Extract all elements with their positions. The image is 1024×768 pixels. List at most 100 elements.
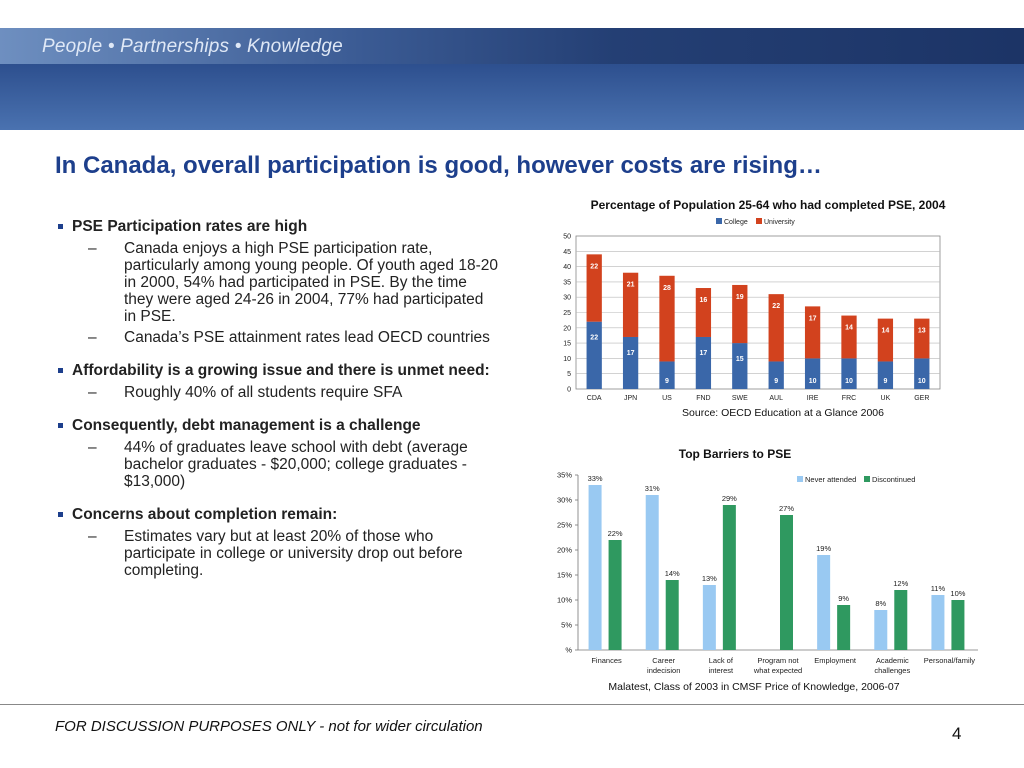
sub-bullet-item: – Canada’s PSE attainment rates lead OECD… [58,329,498,346]
bar [608,540,622,650]
sub-bullet-item: – Estimates vary but at least 20% of thos… [58,528,498,579]
legend-label: University [764,219,795,226]
y-tick-label: 25% [557,521,572,530]
header-banner: People • Partnerships • Knowledge [0,28,1024,130]
data-label: 8% [875,599,886,608]
bar [702,585,716,650]
data-label: 13 [918,328,926,335]
data-label: 12% [893,579,908,588]
chart-title: Percentage of Population 25-64 who had c… [591,198,946,212]
legend-swatch [716,218,722,224]
y-tick-label: 25 [563,310,571,317]
data-label: 22 [590,263,598,270]
y-tick-label: % [565,646,572,655]
bar-segment [586,254,602,322]
data-label: 13% [702,574,717,583]
y-tick-label: 50 [563,234,571,241]
dash-bullet-icon: – [88,329,97,346]
bar [645,495,659,650]
data-label: 14 [882,328,890,335]
chart-title: Top Barriers to PSE [679,447,791,461]
square-bullet-icon [58,224,63,229]
data-label: 10 [918,378,926,385]
bullet-text: Concerns about completion remain: [72,506,338,523]
bullet-group: PSE Participation rates are high – Canada… [58,218,498,346]
bullet-group: Consequently, debt management is a chall… [58,417,498,490]
x-tick-label: AUL [769,395,783,402]
data-label: 16 [700,297,708,304]
dash-bullet-icon: – [88,240,97,257]
x-tick-label: challenges [874,666,910,675]
bar-segment [914,358,930,389]
footer-divider [0,704,1024,705]
data-label: 11% [931,584,946,593]
dash-bullet-icon: – [88,439,97,456]
sub-bullet-text: Canada’s PSE attainment rates lead OECD … [124,329,490,346]
data-label: 9 [883,378,887,385]
legend-swatch [756,218,762,224]
x-tick-label: SWE [732,395,748,402]
x-tick-label: Program not [757,656,799,665]
data-label: 14 [845,325,853,332]
data-label: 33% [588,474,603,483]
bullet-text: Consequently, debt management is a chall… [72,417,421,434]
bar [874,610,888,650]
sub-bullet-text: Canada enjoys a high PSE participation r… [124,240,498,325]
y-tick-label: 30% [557,496,572,505]
chart-source: Malatest, Class of 2003 in CMSF Price of… [608,681,899,693]
y-tick-label: 15 [563,341,571,348]
bar-segment [659,361,675,389]
y-tick-label: 5% [561,621,572,630]
y-tick-label: 0 [567,387,571,394]
x-tick-label: US [662,395,672,402]
bar-segment [622,272,639,337]
data-label: 29% [722,494,737,503]
page-number: 4 [952,724,962,743]
sub-bullet-text: Roughly 40% of all students require SFA [124,384,403,401]
data-label: 9 [665,378,669,385]
bullet-group: Affordability is a growing issue and the… [58,362,498,401]
x-tick-label: FRC [842,395,856,402]
bar [817,555,831,650]
data-label: 10 [845,378,853,385]
data-label: 10 [809,378,817,385]
bar-segment [768,294,784,362]
bar [894,590,908,650]
data-label: 17 [809,315,817,322]
data-label: 9% [838,594,849,603]
bar-segment [804,358,821,389]
bar-segment [877,318,894,362]
x-tick-label: Personal/family [924,656,976,665]
x-tick-label: what expected [753,666,802,675]
data-label: 15 [736,356,744,363]
x-tick-label: Career [652,656,675,665]
bullet-group: Concerns about completion remain: – Estim… [58,506,498,579]
bar [588,485,602,650]
sub-bullet-item: – 44% of graduates leave school with debt… [58,439,498,490]
sub-bullet-item: – Roughly 40% of all students require SFA [58,384,498,401]
x-tick-label: JPN [624,395,637,402]
header-tagline: People • Partnerships • Knowledge [42,36,343,57]
bar [722,505,736,650]
data-label: 22% [608,529,623,538]
data-label: 14% [665,569,680,578]
x-tick-label: Finances [591,656,622,665]
bar-segment [695,288,712,337]
bullet-text: Affordability is a growing issue and the… [72,362,490,379]
bar [931,595,945,650]
data-label: 19 [736,294,744,301]
data-label: 31% [645,484,660,493]
y-tick-label: 35 [563,279,571,286]
bullet-item: Concerns about completion remain: [58,506,498,524]
x-tick-label: indecision [647,666,680,675]
data-label: 22 [590,335,598,342]
x-tick-label: Academic [876,656,909,665]
dash-bullet-icon: – [88,384,97,401]
y-tick-label: 5 [567,371,571,378]
data-label: 9 [774,378,778,385]
legend-label: College [724,219,748,226]
data-label: 19% [816,544,831,553]
bar-segment [841,315,857,359]
y-tick-label: 30 [563,295,571,302]
square-bullet-icon [58,368,63,373]
